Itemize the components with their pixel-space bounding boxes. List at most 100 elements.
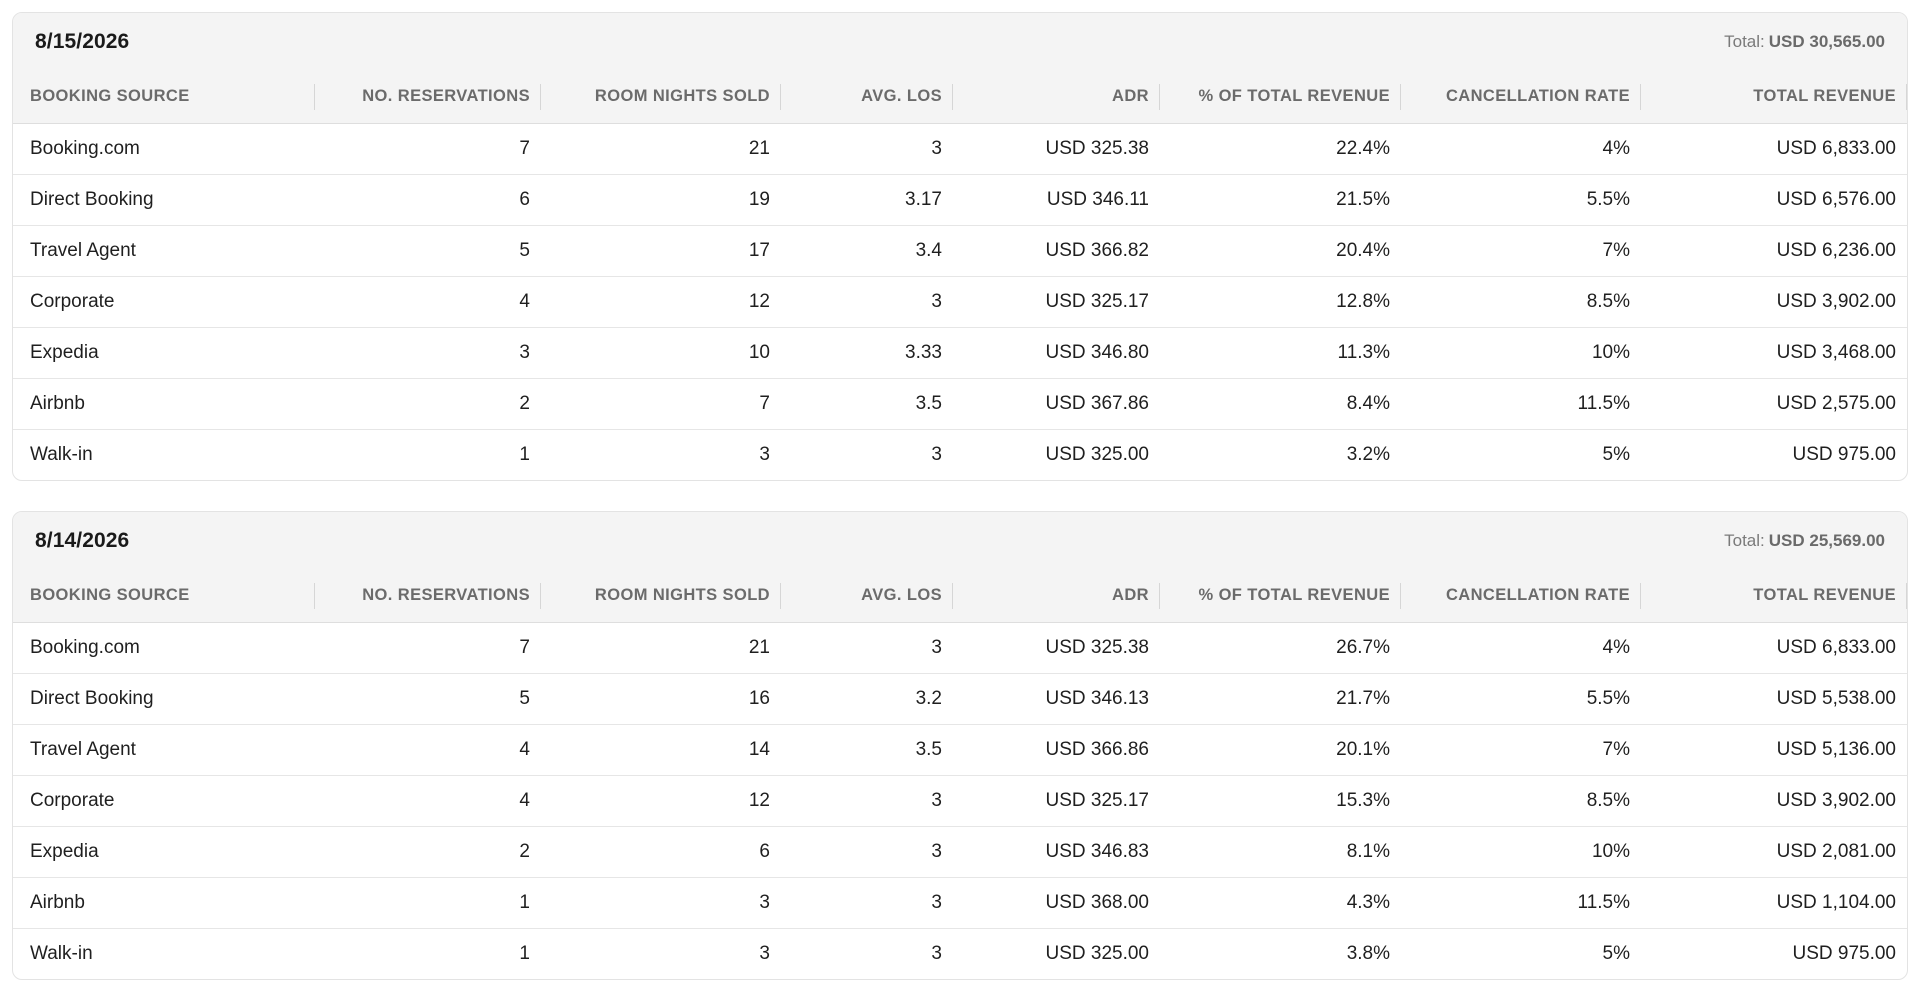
column-resize-handle[interactable] <box>780 84 781 110</box>
table-cell: 4 <box>315 724 541 776</box>
column-resize-handle[interactable] <box>540 583 541 609</box>
column-header-label: NO. RESERVATIONS <box>362 586 530 605</box>
column-header[interactable]: CANCELLATION RATE <box>1401 570 1641 623</box>
table-cell: USD 367.86 <box>953 378 1160 430</box>
column-header[interactable]: % OF TOTAL REVENUE <box>1160 71 1401 124</box>
table-cell: USD 346.13 <box>953 673 1160 725</box>
table-cell: 12.8% <box>1160 276 1401 328</box>
column-header[interactable]: AVG. LOS <box>781 570 953 623</box>
column-resize-handle[interactable] <box>1159 583 1160 609</box>
column-header-label: ROOM NIGHTS SOLD <box>594 87 770 106</box>
column-resize-handle[interactable] <box>314 583 315 609</box>
table-body: Booking.com 7 21 3 USD 325.38 26.7% 4% USD 6,83… <box>13 622 1907 979</box>
table-row[interactable]: Corporate 4 12 3 USD 325.17 12.8% 8.5% USD 3,90… <box>13 276 1907 328</box>
column-header[interactable]: BOOKING SOURCE <box>13 71 315 124</box>
table-cell: USD 325.38 <box>953 622 1160 674</box>
column-resize-handle[interactable] <box>1400 84 1401 110</box>
table-cell: 4% <box>1401 622 1641 674</box>
table-cell: 3 <box>781 877 953 929</box>
table-cell: 22.4% <box>1160 123 1401 175</box>
table-row[interactable]: Booking.com 7 21 3 USD 325.38 26.7% 4% USD 6,83… <box>13 622 1907 674</box>
table-row[interactable]: Airbnb 2 7 3.5 USD 367.86 8.4% 11.5% USD 2,575.… <box>13 378 1907 430</box>
table-row[interactable]: Walk-in 1 3 3 USD 325.00 3.8% 5% USD 975.00 <box>13 928 1907 979</box>
table-cell: USD 3,902.00 <box>1641 775 1907 827</box>
column-header[interactable]: TOTAL REVENUE <box>1641 570 1907 623</box>
column-resize-handle[interactable] <box>1640 84 1641 110</box>
column-header[interactable]: BOOKING SOURCE <box>13 570 315 623</box>
column-header[interactable]: ADR <box>953 570 1160 623</box>
booking-source-table: BOOKING SOURCE NO. RESERVATIONS ROOM NIGHT… <box>13 570 1907 979</box>
table-cell: 5% <box>1602 443 1630 465</box>
column-resize-handle[interactable] <box>314 84 315 110</box>
column-resize-handle[interactable] <box>780 583 781 609</box>
table-cell: 3 <box>931 443 942 465</box>
table-cell: 7% <box>1401 724 1641 776</box>
table-cell: 21 <box>541 622 781 674</box>
table-cell: 3.17 <box>781 174 953 226</box>
table-cell: Direct Booking <box>13 174 315 226</box>
column-resize-handle[interactable] <box>1640 583 1641 609</box>
table-cell: 4 <box>315 276 541 328</box>
table-row[interactable]: Expedia 3 10 3.33 USD 346.80 11.3% 10% USD 3,46… <box>13 327 1907 379</box>
column-header[interactable]: TOTAL REVENUE <box>1641 71 1907 124</box>
column-header-label: NO. RESERVATIONS <box>362 87 530 106</box>
table-row[interactable]: Corporate 4 12 3 USD 325.17 15.3% 8.5% USD 3,90… <box>13 775 1907 827</box>
table-cell: 21 <box>541 123 781 175</box>
column-header[interactable]: CANCELLATION RATE <box>1401 71 1641 124</box>
table-cell: 26.7% <box>1160 622 1401 674</box>
table-cell: Walk-in <box>30 443 93 465</box>
column-resize-handle[interactable] <box>1159 84 1160 110</box>
table-cell: 17 <box>541 225 781 277</box>
column-header[interactable]: ROOM NIGHTS SOLD <box>541 71 781 124</box>
table-cell: 3 <box>315 327 541 379</box>
table-row[interactable]: Walk-in 1 3 3 USD 325.00 3.2% 5% USD 975.00 <box>13 429 1907 480</box>
group-date: 8/15/2026 <box>35 30 130 53</box>
table-cell: 8.4% <box>1160 378 1401 430</box>
table-cell: 10% <box>1401 327 1641 379</box>
column-header[interactable]: ROOM NIGHTS SOLD <box>541 570 781 623</box>
table-cell: 2 <box>315 378 541 430</box>
table-row[interactable]: Airbnb 1 3 3 USD 368.00 4.3% 11.5% USD 1,104.00 <box>13 877 1907 929</box>
table-cell: Corporate <box>13 276 315 328</box>
column-header-label: BOOKING SOURCE <box>30 87 190 106</box>
table-cell: Corporate <box>13 775 315 827</box>
column-resize-handle[interactable] <box>540 84 541 110</box>
table-cell: 11.5% <box>1401 877 1641 929</box>
column-resize-handle[interactable] <box>1400 583 1401 609</box>
table-cell: 8.5% <box>1401 276 1641 328</box>
column-resize-handle[interactable] <box>1906 583 1907 609</box>
table-cell: 14 <box>541 724 781 776</box>
table-cell: USD 325.00 <box>1045 443 1149 465</box>
table-row[interactable]: Travel Agent 4 14 3.5 USD 366.86 20.1% 7% USD 5… <box>13 724 1907 776</box>
table-cell: Airbnb <box>13 877 315 929</box>
table-cell: 5.5% <box>1401 673 1641 725</box>
column-header[interactable]: % OF TOTAL REVENUE <box>1160 570 1401 623</box>
table-row[interactable]: Direct Booking 5 16 3.2 USD 346.13 21.7% 5.5% U… <box>13 673 1907 725</box>
table-cell: 16 <box>541 673 781 725</box>
table-cell: 3 <box>781 826 953 878</box>
column-header-label: % OF TOTAL REVENUE <box>1198 586 1390 605</box>
table-cell: 5.5% <box>1401 174 1641 226</box>
table-row[interactable]: Travel Agent 5 17 3.4 USD 366.82 20.4% 7% USD 6… <box>13 225 1907 277</box>
column-header[interactable]: NO. RESERVATIONS <box>315 570 541 623</box>
table-cell: USD 3,468.00 <box>1641 327 1907 379</box>
table-row[interactable]: Expedia 2 6 3 USD 346.83 8.1% 10% USD 2,081.00 <box>13 826 1907 878</box>
column-resize-handle[interactable] <box>952 583 953 609</box>
table-cell: 21.7% <box>1160 673 1401 725</box>
group-total-label: Total: <box>1724 32 1765 51</box>
table-cell: 3.33 <box>781 327 953 379</box>
column-header[interactable]: NO. RESERVATIONS <box>315 71 541 124</box>
column-resize-handle[interactable] <box>952 84 953 110</box>
table-body: Booking.com 7 21 3 USD 325.38 22.4% 4% USD 6,83… <box>13 123 1907 480</box>
column-header[interactable]: AVG. LOS <box>781 71 953 124</box>
table-cell: 11.5% <box>1401 378 1641 430</box>
table-row[interactable]: Direct Booking 6 19 3.17 USD 346.11 21.5% 5.5%… <box>13 174 1907 226</box>
table-cell: 4 <box>315 775 541 827</box>
table-cell: 1 <box>519 443 530 465</box>
table-header: BOOKING SOURCE NO. RESERVATIONS ROOM NIGHT… <box>13 71 1907 124</box>
column-resize-handle[interactable] <box>1906 84 1907 110</box>
table-cell: USD 2,575.00 <box>1641 378 1907 430</box>
column-header[interactable]: ADR <box>953 71 1160 124</box>
table-cell: Expedia <box>13 826 315 878</box>
table-row[interactable]: Booking.com 7 21 3 USD 325.38 22.4% 4% USD 6,83… <box>13 123 1907 175</box>
